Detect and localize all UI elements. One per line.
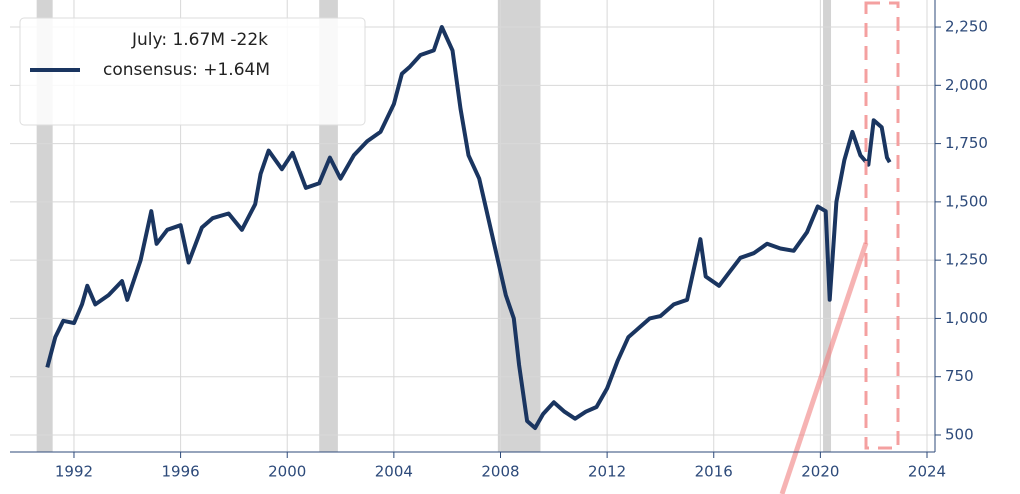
x-tick-label: 2020 xyxy=(801,463,839,481)
legend-box xyxy=(19,17,366,126)
y-tick-label: 1,250 xyxy=(945,251,988,269)
x-tick-label: 2000 xyxy=(268,463,306,481)
y-tick-label: 1,750 xyxy=(945,134,988,152)
legend-label: consensus: +1.64M xyxy=(103,60,270,80)
y-tick-label: 1,500 xyxy=(945,192,988,210)
y-tick-label: 2,000 xyxy=(945,76,988,94)
x-tick-label: 2008 xyxy=(481,463,519,481)
legend: July: 1.67M -22k consensus: +1.64M xyxy=(19,17,366,126)
x-tick-label: 2016 xyxy=(695,463,733,481)
axis-layer: 1992 1996 2000 2004 2008 2012 2016 2020 2024 500 7… xyxy=(10,0,988,481)
x-tick-label: 2004 xyxy=(375,463,413,481)
x-tick-label: 2012 xyxy=(588,463,626,481)
x-tick-label: 1992 xyxy=(55,463,93,481)
series-line xyxy=(45,25,892,430)
x-tick-label: 1996 xyxy=(162,463,200,481)
line-layer xyxy=(45,25,892,430)
y-tick-label: 1,000 xyxy=(945,309,988,327)
legend-title: July: 1.67M -22k xyxy=(131,30,268,50)
recession-band xyxy=(497,0,541,452)
x-tick-label: 2024 xyxy=(908,463,946,481)
y-tick-label: 2,250 xyxy=(945,18,988,36)
y-tick-label: 750 xyxy=(945,367,974,385)
y-tick-label: 500 xyxy=(945,425,974,443)
highlight-box xyxy=(864,1,900,450)
